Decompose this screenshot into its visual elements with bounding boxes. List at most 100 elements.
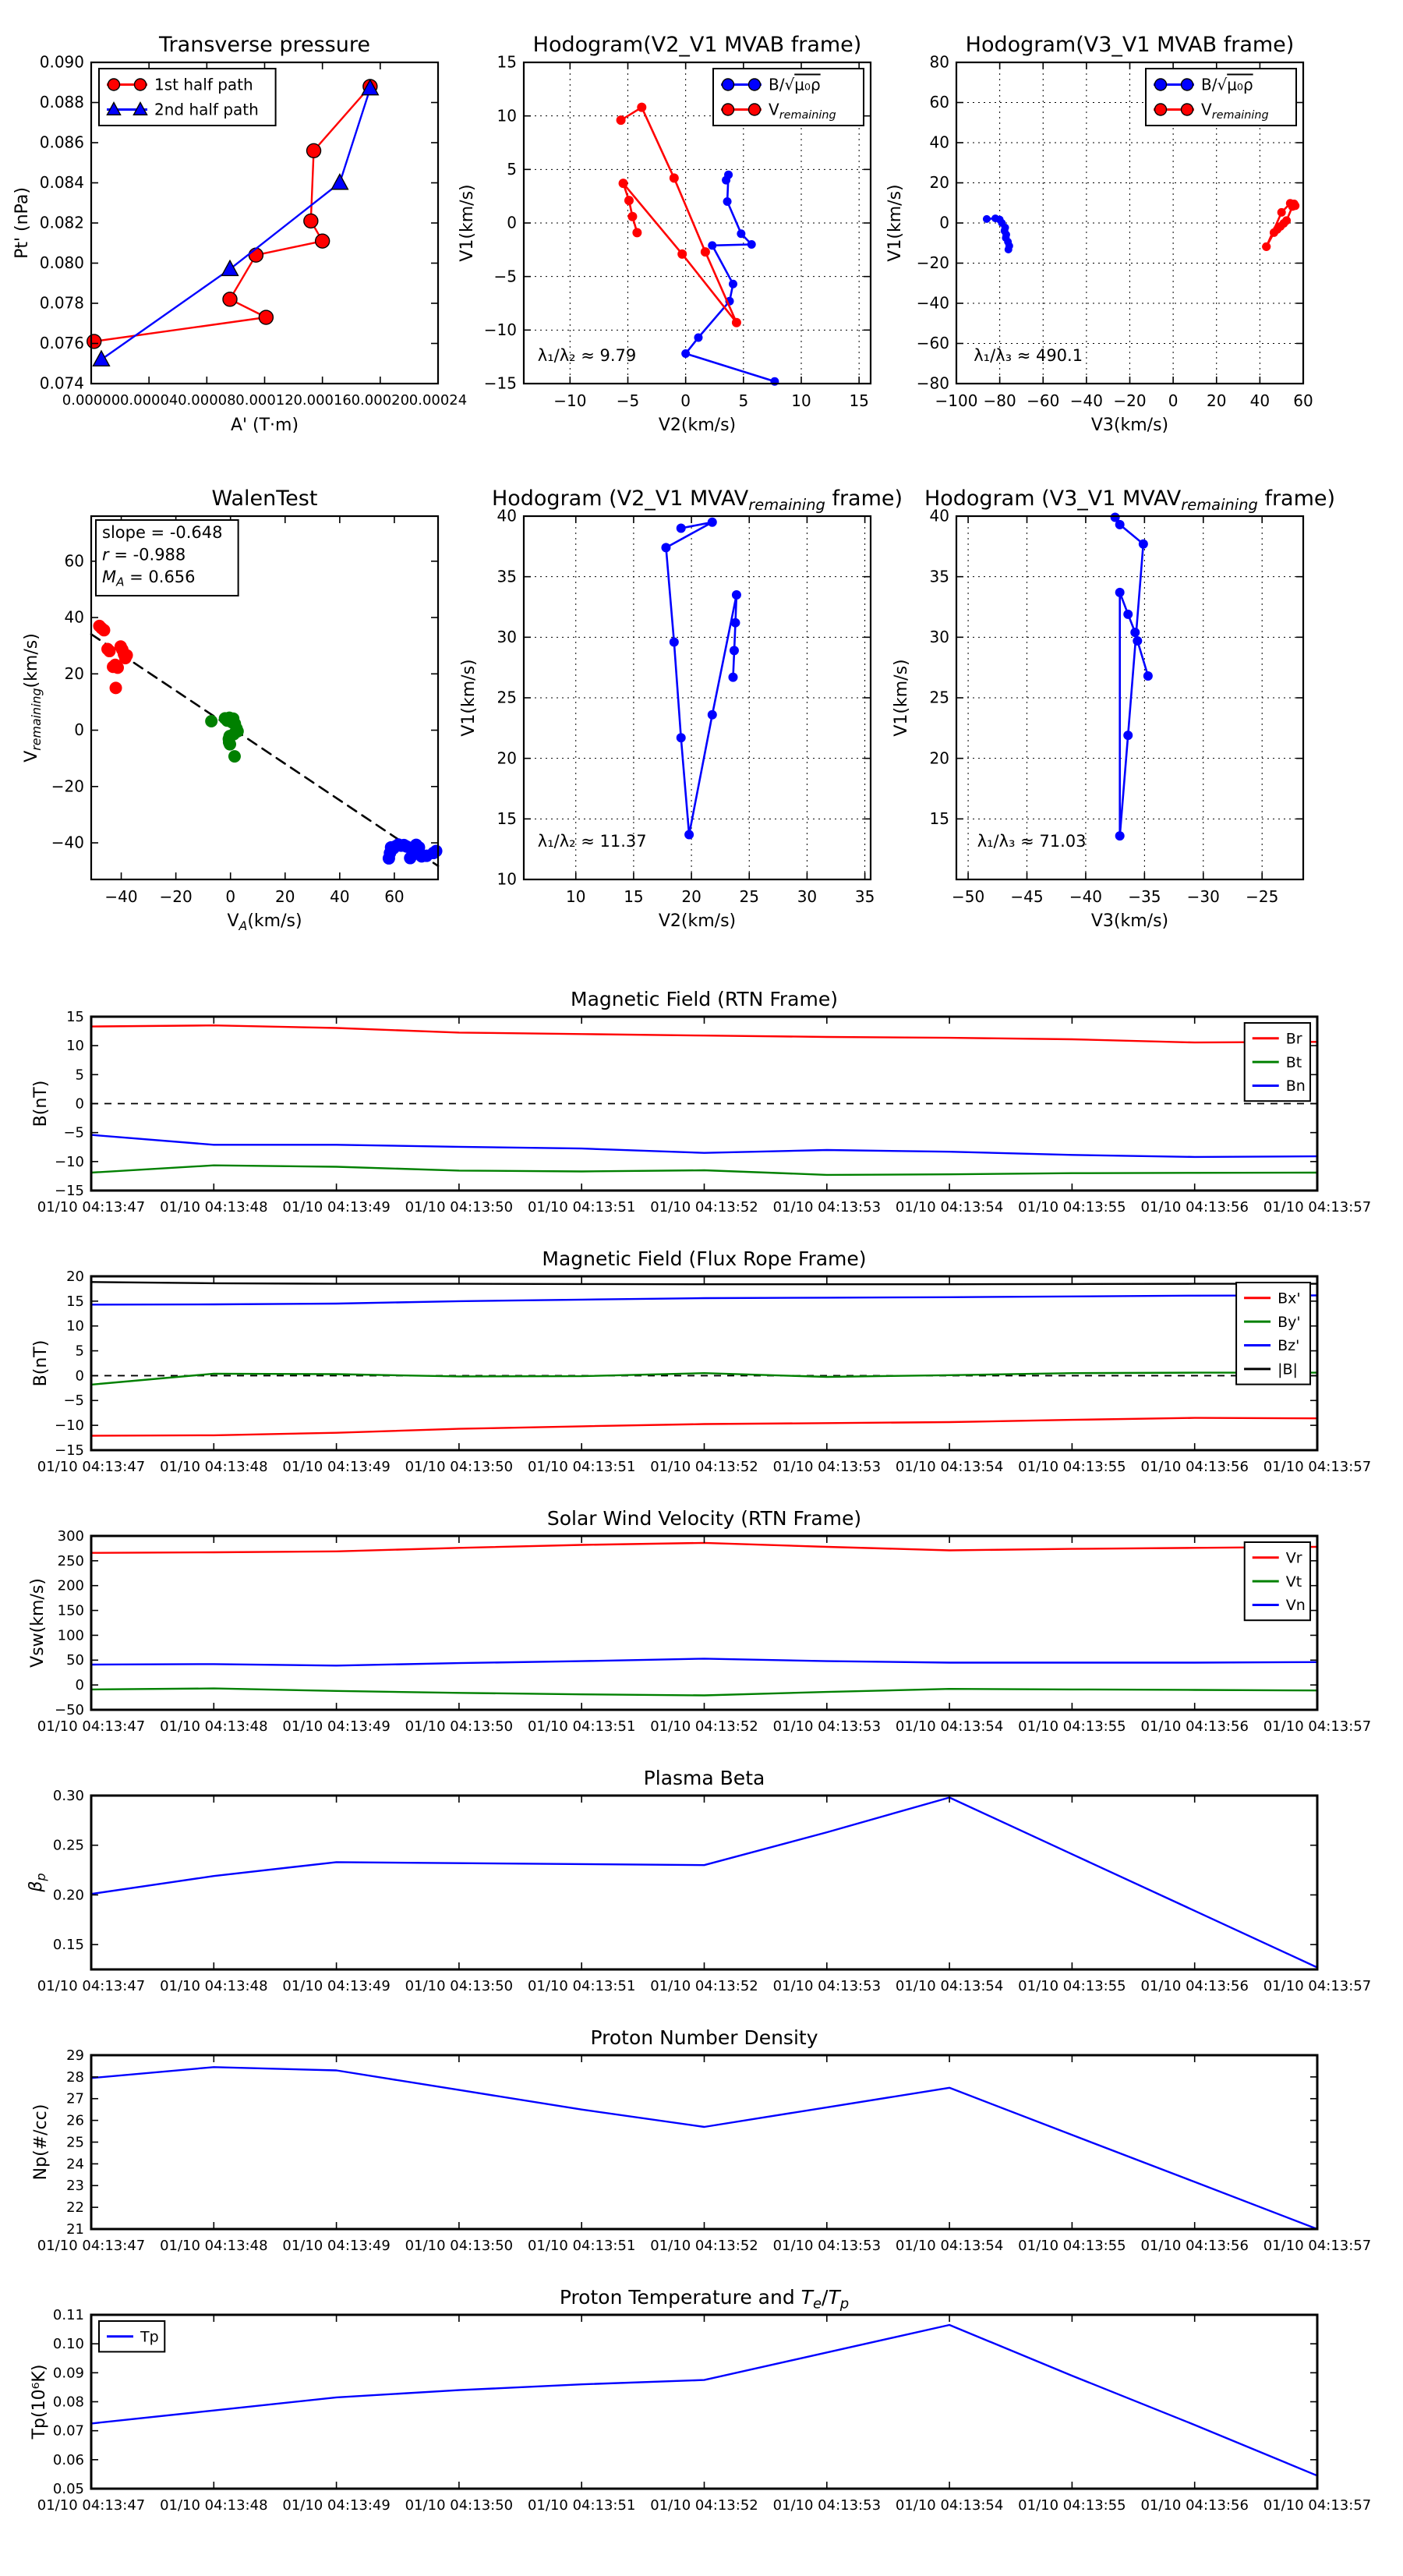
svg-text:01/10 04:13:56: 01/10 04:13:56 <box>1140 1718 1248 1735</box>
svg-text:15: 15 <box>497 53 517 72</box>
svg-text:250: 250 <box>58 1553 84 1569</box>
svg-text:−30: −30 <box>1187 887 1220 906</box>
proton-temperature-title: Proton Temperature and Te/Tp <box>560 2286 849 2312</box>
svg-text:35: 35 <box>497 567 517 586</box>
svg-text:01/10 04:13:54: 01/10 04:13:54 <box>896 2497 1003 2514</box>
hodogram-v2v1-mvab-annotation: λ₁/λ₂ ≈ 9.79 <box>538 346 636 365</box>
hodogram-v3v1-mvab-series-b-over-sqrt-mu0rho <box>982 214 1013 253</box>
svg-text:20: 20 <box>497 748 517 767</box>
svg-text:0.30: 0.30 <box>53 1788 84 1804</box>
svg-text:−60: −60 <box>917 334 949 352</box>
hodogram-v2v1-mvav-axes-frame <box>522 515 872 881</box>
hodogram-v3v1-mvav-series-path-blue <box>1110 512 1153 841</box>
svg-text:01/10 04:13:48: 01/10 04:13:48 <box>160 1718 267 1735</box>
svg-text:20: 20 <box>1207 391 1226 410</box>
svg-text:01/10 04:13:52: 01/10 04:13:52 <box>650 1199 758 1215</box>
svg-text:40: 40 <box>65 608 84 627</box>
hodogram-v3v1-mvab-ylabel: V1(km/s) <box>885 184 905 261</box>
magnetic-field-rtn-legend: Br Bt Bn <box>1243 1022 1311 1102</box>
svg-text:01/10 04:13:47: 01/10 04:13:47 <box>37 2497 145 2514</box>
svg-text:200: 200 <box>58 1578 84 1594</box>
hodogram-v3v1-mvab-legend: B/√μ₀ρ Vremaining <box>1145 68 1297 126</box>
svg-text:01/10 04:13:54: 01/10 04:13:54 <box>896 1199 1003 1215</box>
svg-text:20: 20 <box>930 173 949 192</box>
svg-text:25: 25 <box>740 887 759 906</box>
magnetic-field-flux-rope-title: Magnetic Field (Flux Rope Frame) <box>542 1247 866 1270</box>
svg-text:01/10 04:13:57: 01/10 04:13:57 <box>1263 1199 1371 1215</box>
svg-text:01/10 04:13:57: 01/10 04:13:57 <box>1263 2497 1371 2514</box>
svg-text:0.20: 0.20 <box>53 1887 84 1903</box>
svg-text:5: 5 <box>507 160 517 179</box>
svg-text:01/10 04:13:51: 01/10 04:13:51 <box>528 1718 635 1735</box>
transverse-pressure-title: Transverse pressure <box>158 33 370 57</box>
solar-wind-velocity-legend: Vr Vt Vn <box>1243 1541 1311 1622</box>
magnetic-field-rtn-series-Br <box>90 1024 1319 1044</box>
hodogram-v3v1-mvav-annotation: λ₁/λ₃ ≈ 71.03 <box>977 832 1087 851</box>
transverse-pressure-ylabel: Pt' (nPa) <box>12 187 32 259</box>
svg-text:15: 15 <box>66 1009 84 1025</box>
svg-text:01/10 04:13:52: 01/10 04:13:52 <box>650 2238 758 2254</box>
svg-text:0: 0 <box>680 391 691 410</box>
svg-text:35: 35 <box>855 887 875 906</box>
svg-text:150: 150 <box>58 1603 84 1619</box>
svg-text:100: 100 <box>58 1627 84 1644</box>
svg-text:B/√μ₀ρ: B/√μ₀ρ <box>769 76 821 94</box>
svg-text:01/10 04:13:53: 01/10 04:13:53 <box>773 1718 881 1735</box>
magnetic-field-flux-rope-tick-labels: 01/10 04:13:47 01/10 04:13:48 01/10 04:13:… <box>37 1269 1371 1475</box>
svg-text:01/10 04:13:48: 01/10 04:13:48 <box>160 2497 267 2514</box>
svg-text:60: 60 <box>930 93 949 111</box>
svg-text:01/10 04:13:56: 01/10 04:13:56 <box>1140 2238 1248 2254</box>
svg-text:01/10 04:13:56: 01/10 04:13:56 <box>1140 1978 1248 1994</box>
transverse-pressure-series-second-half-path <box>92 79 380 367</box>
plot-solar-wind-velocity: 01/10 04:13:47 01/10 04:13:48 01/10 04:13:… <box>28 1507 1371 1735</box>
walen-test-xlabel: VA(km/s) <box>227 911 302 933</box>
svg-text:0.09: 0.09 <box>53 2365 84 2381</box>
hodogram-v3v1-mvab-annotation: λ₁/λ₃ ≈ 490.1 <box>974 346 1083 365</box>
svg-text:30: 30 <box>797 887 817 906</box>
svg-text:−60: −60 <box>1027 391 1059 410</box>
plot-magnetic-field-rtn: 01/10 04:13:47 01/10 04:13:48 01/10 04:13:… <box>31 988 1371 1215</box>
svg-text:−10: −10 <box>484 320 517 339</box>
svg-text:Tp: Tp <box>140 2328 159 2345</box>
svg-text:−20: −20 <box>917 253 949 272</box>
magnetic-field-rtn-tick-labels: 01/10 04:13:47 01/10 04:13:48 01/10 04:13:… <box>37 1009 1371 1215</box>
svg-text:20: 20 <box>66 1269 84 1285</box>
hodogram-v3v1-mvav-ylabel: V1(km/s) <box>892 659 911 736</box>
svg-text:25: 25 <box>497 688 517 707</box>
svg-text:29: 29 <box>66 2047 84 2064</box>
hodogram-v2v1-mvab-series-b-over-sqrt-mu0rho <box>681 170 779 386</box>
svg-text:0.088: 0.088 <box>40 93 84 111</box>
hodogram-v3v1-mvab-title: Hodogram(V3_V1 MVAB frame) <box>966 33 1295 57</box>
magnetic-field-flux-rope-legend: Bx' By' Bz' |B| <box>1235 1282 1311 1385</box>
svg-text:5: 5 <box>76 1067 84 1083</box>
proton-number-density-ylabel: Np(#/cc) <box>31 2104 51 2181</box>
svg-text:0.05: 0.05 <box>53 2481 84 2497</box>
hodogram-v2v1-mvab-axes-frame <box>522 61 872 385</box>
svg-text:0.076: 0.076 <box>40 334 84 352</box>
svg-text:B/√μ₀ρ: B/√μ₀ρ <box>1201 76 1253 94</box>
svg-text:0.080: 0.080 <box>40 253 84 272</box>
svg-text:01/10 04:13:49: 01/10 04:13:49 <box>282 1718 390 1735</box>
transverse-pressure-legend: 1st half path 2nd half path <box>98 68 277 126</box>
hodogram-v2v1-mvav-annotation: λ₁/λ₂ ≈ 11.37 <box>538 832 647 851</box>
svg-text:01/10 04:13:50: 01/10 04:13:50 <box>405 1978 513 1994</box>
svg-text:0.00020: 0.00020 <box>352 392 409 409</box>
plasma-beta-title: Plasma Beta <box>644 1767 765 1789</box>
svg-text:−100: −100 <box>935 391 978 410</box>
svg-text:01/10 04:13:51: 01/10 04:13:51 <box>528 1199 635 1215</box>
svg-text:−20: −20 <box>51 777 84 795</box>
svg-text:01/10 04:13:51: 01/10 04:13:51 <box>528 2238 635 2254</box>
svg-text:40: 40 <box>930 507 949 525</box>
svg-text:01/10 04:13:52: 01/10 04:13:52 <box>650 2497 758 2514</box>
svg-text:−40: −40 <box>917 294 949 313</box>
plasma-beta-axes-frame <box>90 1794 1319 1971</box>
solar-wind-velocity-tick-labels: 01/10 04:13:47 01/10 04:13:48 01/10 04:13:… <box>37 1528 1371 1735</box>
svg-text:10: 10 <box>497 106 517 125</box>
svg-text:01/10 04:13:54: 01/10 04:13:54 <box>896 2238 1003 2254</box>
svg-text:10: 10 <box>791 391 811 410</box>
svg-text:01/10 04:13:53: 01/10 04:13:53 <box>773 2497 881 2514</box>
hodogram-v2v1-mvav-xlabel: V2(km/s) <box>659 911 736 931</box>
walen-test-series-walen-fit-line <box>90 633 440 867</box>
svg-text:40: 40 <box>930 133 949 152</box>
